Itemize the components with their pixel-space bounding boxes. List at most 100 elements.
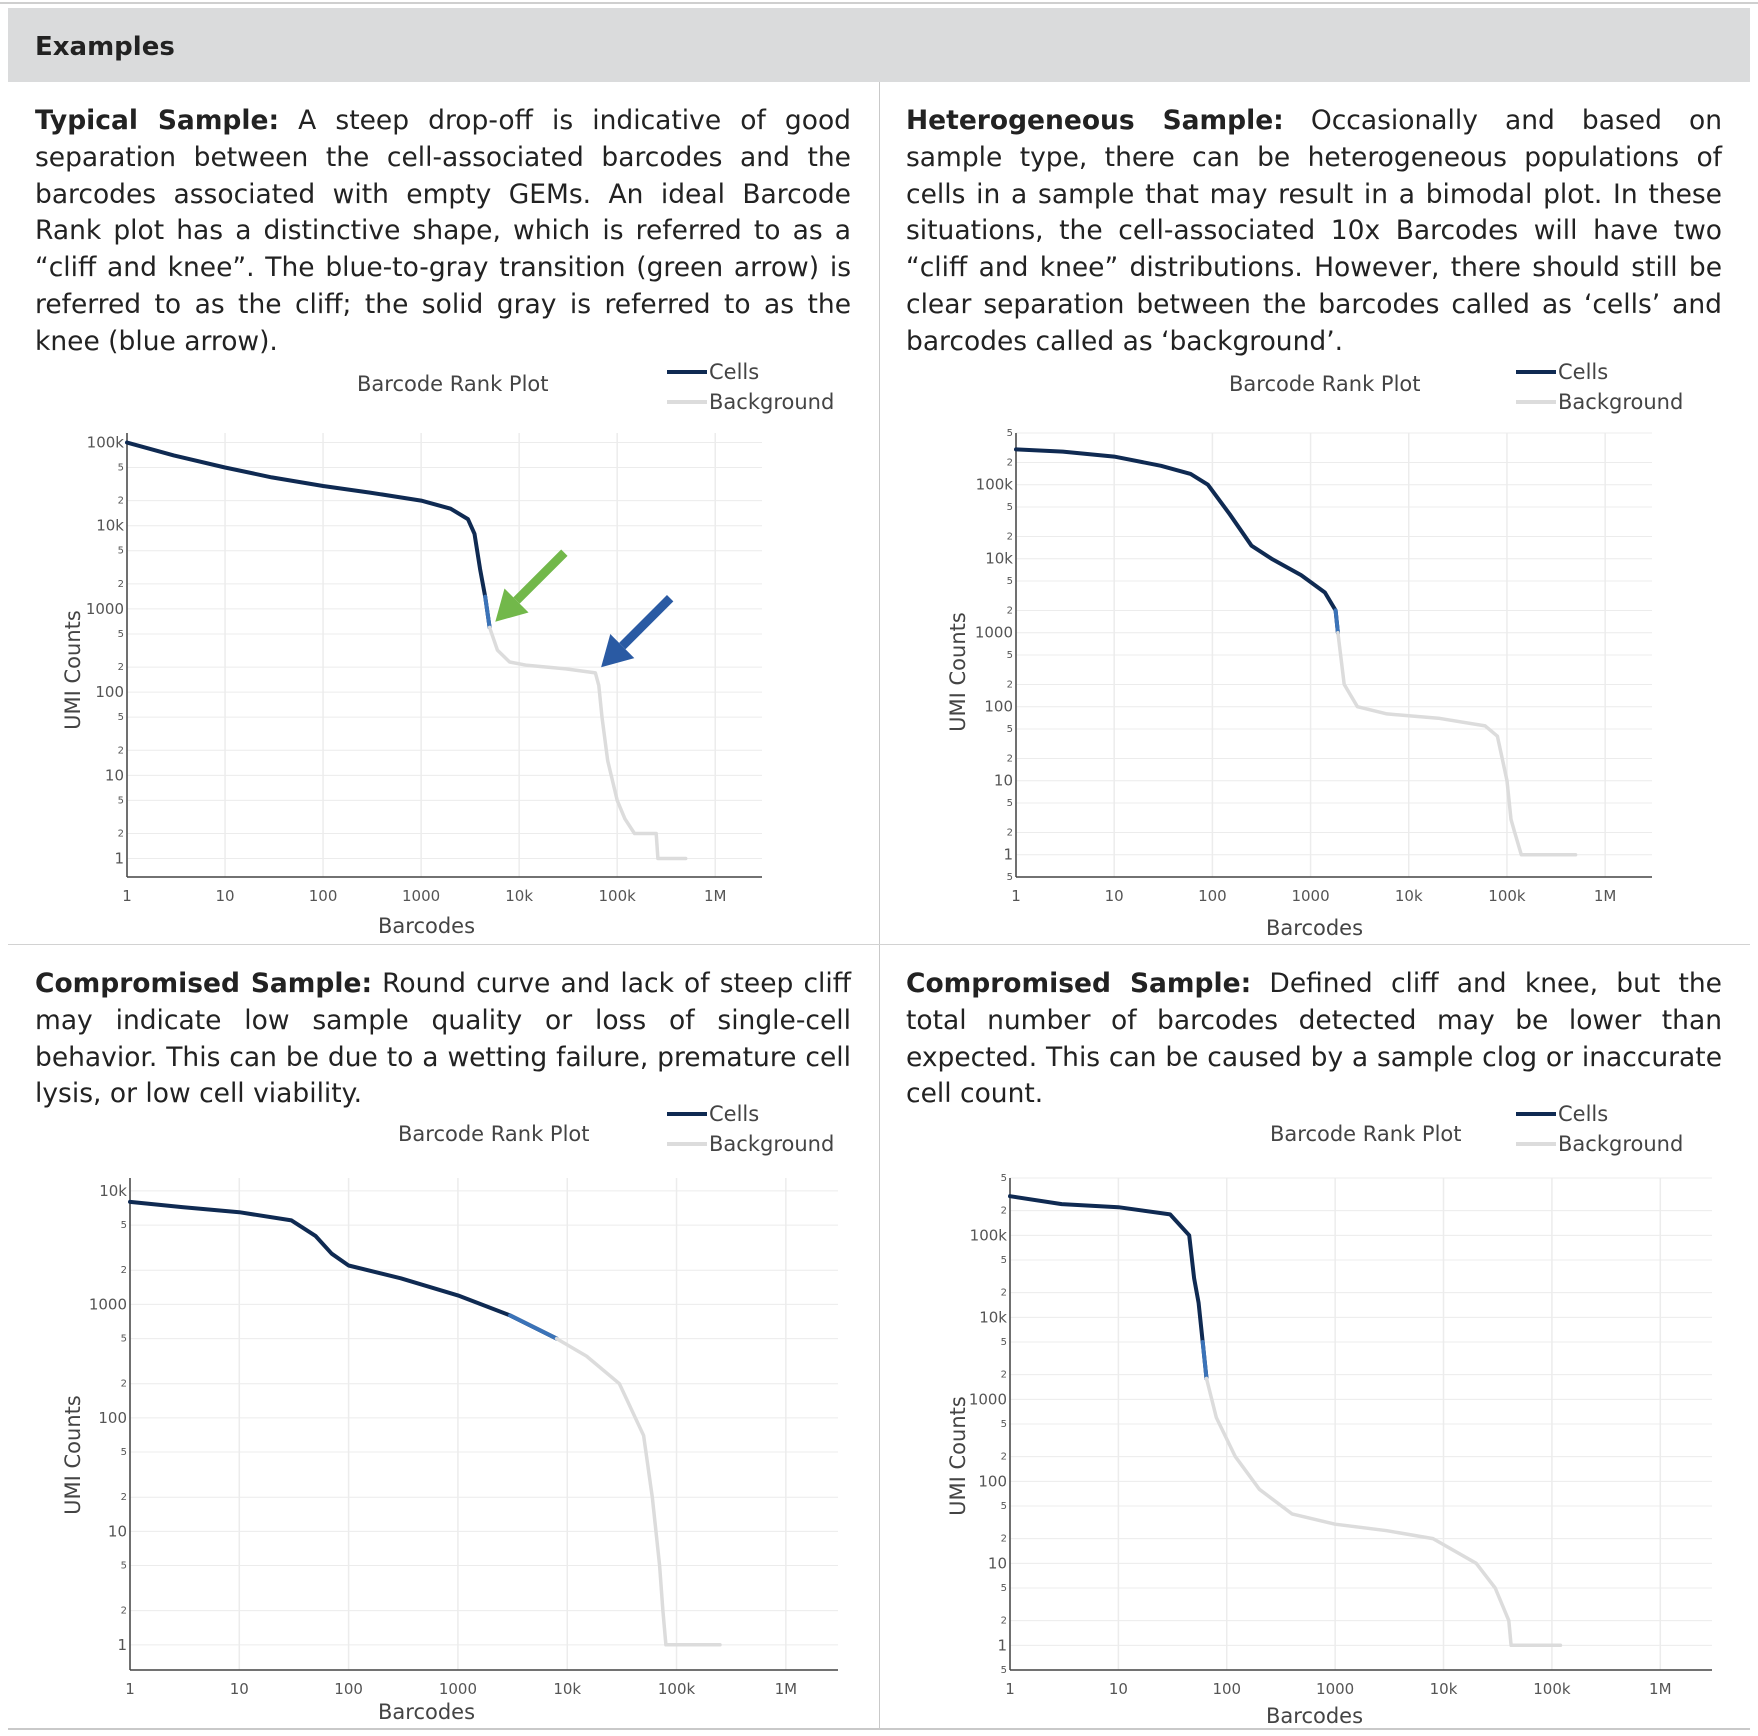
legend-cells-label: Cells <box>1558 1102 1609 1126</box>
panel-text-heterogeneous: Heterogeneous Sample: Occasionally and b… <box>906 103 1722 361</box>
y-tick-label: 1000 <box>89 1295 127 1313</box>
y-tick-label: 5 <box>1007 650 1013 661</box>
y-tick-label: 10 <box>994 772 1013 790</box>
y-tick-label: 10 <box>108 1522 127 1540</box>
panel-body: Occasionally and based on sample type, t… <box>906 105 1722 357</box>
grid <box>1015 432 1652 878</box>
y-tick-label: 5 <box>118 463 124 474</box>
y-tick-label: 100 <box>98 1409 127 1427</box>
y-tick-label: 1 <box>114 850 124 868</box>
y-tick-label: 5 <box>121 1334 127 1345</box>
y-tick-label: 1 <box>117 1636 127 1654</box>
x-tick-label: 1000 <box>1316 1680 1354 1698</box>
series-background-line <box>1204 1376 1563 1648</box>
legend-cells-swatch <box>667 1112 707 1116</box>
legend-cells-label: Cells <box>709 360 760 384</box>
y-tick-label: 100 <box>978 1472 1007 1490</box>
y-tick-label: 10k <box>985 550 1013 568</box>
y-tick-label: 2 <box>1007 679 1013 690</box>
x-tick-label: 100k <box>1488 887 1526 905</box>
grid <box>126 433 762 877</box>
y-axis-title: UMI Counts <box>945 612 970 732</box>
y-axis-title: UMI Counts <box>945 1396 970 1516</box>
y-tick-label: 5 <box>1001 1173 1007 1184</box>
series-cells-line <box>128 1199 559 1341</box>
y-tick-label: 2 <box>1001 1534 1007 1545</box>
series-cells-transition <box>1200 1340 1209 1381</box>
legend-cells-label: Cells <box>709 1102 760 1126</box>
x-tick-label: 1M <box>704 887 727 905</box>
x-tick-label: 1 <box>1011 887 1021 905</box>
y-tick-label: 5 <box>1001 1419 1007 1430</box>
x-tick-label: 100 <box>1198 887 1227 905</box>
chart-title: Barcode Rank Plot <box>1270 1122 1462 1146</box>
y-tick-label: 5 <box>1007 502 1013 513</box>
y-tick-label: 1 <box>997 1636 1007 1654</box>
vertical-divider <box>879 82 880 1730</box>
y-tick-label: 5 <box>121 1447 127 1458</box>
x-tick-label: 100k <box>1533 1680 1571 1698</box>
grid <box>1009 1177 1712 1671</box>
legend-background-label: Background <box>1558 390 1684 414</box>
x-tick-label: 10 <box>1105 887 1124 905</box>
y-tick-label: 2 <box>121 1492 127 1503</box>
panel-text-compromised-2: Compromised Sample: Defined cliff and kn… <box>906 966 1722 1113</box>
blue-arrow <box>601 595 674 668</box>
y-tick-label: 2 <box>1001 1206 1007 1217</box>
y-tick-label: 5 <box>1001 1665 1007 1676</box>
x-tick-label: 100 <box>309 887 338 905</box>
legend-background-swatch <box>667 400 707 404</box>
x-tick-label: 100k <box>658 1680 696 1698</box>
series-cells-line <box>1014 447 1340 635</box>
legend-background-swatch <box>1516 400 1556 404</box>
y-tick-label: 5 <box>118 546 124 557</box>
panel-heading: Typical Sample: <box>35 105 280 136</box>
x-tick-label: 1 <box>1005 1680 1015 1698</box>
legend-background-label: Background <box>709 390 835 414</box>
x-tick-label: 10 <box>1109 1680 1128 1698</box>
series-background-line <box>554 1336 722 1647</box>
y-tick-label: 5 <box>1007 872 1013 883</box>
y-tick-label: 5 <box>1001 1501 1007 1512</box>
y-tick-label: 100k <box>970 1226 1008 1244</box>
x-tick-label: 1M <box>775 1680 798 1698</box>
barcode-rank-plot-typical: 1 10 100 1000 10k 100k 1M 1 2 5 10 2 5 100 2 5 1000 2 5 10k… <box>86 433 762 905</box>
x-tick-label: 10k <box>1395 887 1423 905</box>
legend-background-swatch <box>1516 1142 1556 1146</box>
bottom-border <box>8 1728 1750 1730</box>
y-tick-label: 5 <box>121 1220 127 1231</box>
page-title: Examples <box>35 32 175 62</box>
x-tick-label: 10k <box>1430 1680 1458 1698</box>
chart-legend: Cells Background <box>667 1099 834 1159</box>
y-tick-label: 2 <box>118 828 124 839</box>
y-tick-label: 5 <box>121 1561 127 1572</box>
y-tick-label: 2 <box>1007 605 1013 616</box>
barcode-rank-plot-heterogeneous: 1 10 100 1000 10k 100k 1M 5 1 2 5 10 2 5 100 2 5 1000 2 5 10… <box>975 428 1652 905</box>
y-tick-label: 5 <box>1001 1255 1007 1266</box>
barcode-rank-plot-compromised-2: 1 10 100 1000 10k 100k 1M 5 1 2 5 10 2 5 100 2 5 1000 2 5 10… <box>969 1173 1712 1698</box>
series-cells-line <box>1008 1194 1209 1381</box>
x-tick-label: 1 <box>125 1680 135 1698</box>
y-tick-label: 100 <box>984 698 1013 716</box>
x-tick-label: 10 <box>230 1680 249 1698</box>
legend-background-swatch <box>667 1142 707 1146</box>
y-tick-label: 10 <box>988 1554 1007 1572</box>
y-tick-label: 2 <box>118 745 124 756</box>
panel-body: A steep drop-off is indicative of good s… <box>35 105 851 357</box>
y-tick-label: 2 <box>1001 1452 1007 1463</box>
legend-cells-swatch <box>1516 370 1556 374</box>
y-tick-label: 1 <box>1003 846 1013 864</box>
y-tick-label: 2 <box>121 1265 127 1276</box>
chart-legend: Cells Background <box>1516 1099 1683 1159</box>
panel-heading: Compromised Sample: <box>906 968 1252 999</box>
examples-header: Examples <box>8 8 1750 82</box>
y-tick-label: 1000 <box>969 1390 1007 1408</box>
x-tick-label: 10k <box>505 887 533 905</box>
y-tick-label: 2 <box>1001 1370 1007 1381</box>
y-axis-title: UMI Counts <box>60 610 85 730</box>
y-tick-label: 100k <box>87 433 125 451</box>
top-border <box>0 2 1758 4</box>
y-tick-label: 100 <box>95 683 124 701</box>
green-arrow <box>495 549 568 622</box>
x-tick-label: 1000 <box>439 1680 477 1698</box>
